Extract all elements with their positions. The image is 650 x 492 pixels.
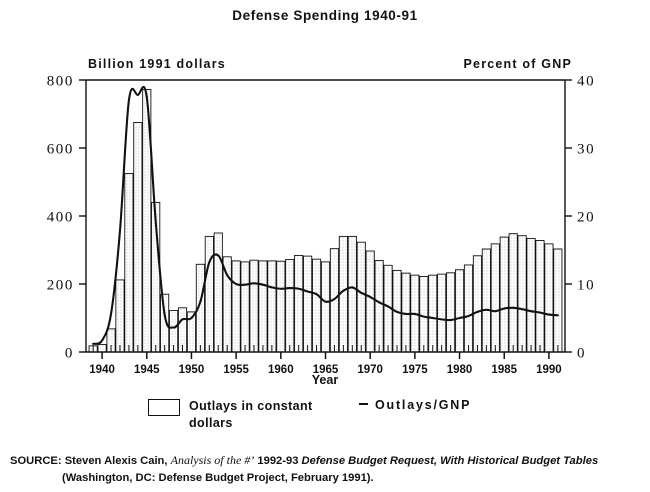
outlays-gnp-line bbox=[92, 85, 559, 345]
chart-plot-area: 0 200 400 600 800 0 10 20 30 40 1940 1945 1950 1955… bbox=[47, 74, 595, 377]
bar-1960 bbox=[276, 260, 286, 353]
bar-1987 bbox=[517, 235, 527, 353]
left-ytick-label-200: 200 bbox=[47, 278, 74, 294]
source-note: SOURCE: Steven Alexis Cain, Analysis of … bbox=[10, 452, 644, 487]
bar-1953 bbox=[213, 232, 223, 353]
bar-1944 bbox=[133, 122, 143, 353]
legend-bar-label: Outlays in constant dollars bbox=[189, 398, 357, 432]
bar-1977 bbox=[428, 274, 438, 353]
bar-1943 bbox=[124, 173, 134, 353]
right-ytick-label-20: 20 bbox=[577, 210, 595, 226]
bar-1968 bbox=[347, 235, 357, 353]
left-ytick-label-800: 800 bbox=[47, 74, 74, 90]
xtick-label-1985: 1985 bbox=[491, 364, 517, 376]
right-ytick-label-40: 40 bbox=[577, 74, 595, 90]
xtick-label-1990: 1990 bbox=[536, 364, 562, 376]
right-ytick-label-30: 30 bbox=[577, 142, 595, 158]
xtick-label-1975: 1975 bbox=[402, 364, 428, 376]
xtick-label-1955: 1955 bbox=[223, 364, 249, 376]
left-ytick-label-0: 0 bbox=[65, 346, 74, 362]
bar-1955 bbox=[231, 260, 241, 353]
bars-group bbox=[88, 89, 563, 353]
xtick-label-1945: 1945 bbox=[134, 364, 160, 376]
xtick-label-1940: 1940 bbox=[89, 364, 115, 376]
left-axis-header: Billion 1991 dollars bbox=[88, 57, 226, 71]
bar-1952 bbox=[204, 235, 214, 353]
bar-1961 bbox=[285, 259, 295, 353]
xtick-label-1965: 1965 bbox=[313, 364, 339, 376]
source-italic: Analysis of the #’ bbox=[170, 453, 255, 467]
bar-1990 bbox=[544, 243, 554, 353]
legend-line-label: Outlays/GNP bbox=[375, 398, 472, 412]
bar-1991 bbox=[553, 248, 563, 353]
bar-1940 bbox=[97, 344, 107, 353]
xtick-label-1960: 1960 bbox=[268, 364, 294, 376]
bar-1988 bbox=[526, 237, 536, 353]
bar-1969 bbox=[356, 241, 366, 353]
xtick-label-1970: 1970 bbox=[357, 364, 383, 376]
right-axis-header: Percent of GNP bbox=[463, 57, 572, 71]
left-ytick-label-400: 400 bbox=[47, 210, 74, 226]
x-tick-labels: 1940 1945 1950 1955 1960 1965 1970 1975 1980 1985… bbox=[89, 364, 561, 376]
bar-1957 bbox=[249, 259, 259, 353]
source-mid: 1992-93 bbox=[254, 455, 302, 467]
left-y-tick-labels: 0 200 400 600 800 bbox=[47, 74, 74, 362]
bar-1982 bbox=[472, 255, 482, 353]
gnp-line-group bbox=[92, 85, 559, 345]
legend-bar-label-line1: Outlays in constant bbox=[189, 399, 313, 413]
bar-1983 bbox=[481, 248, 491, 353]
bar-1965 bbox=[320, 261, 331, 353]
bar-1963 bbox=[303, 255, 313, 353]
bar-1976 bbox=[419, 276, 429, 353]
bar-1956 bbox=[240, 261, 250, 353]
bar-1962 bbox=[294, 254, 304, 353]
bar-1978 bbox=[437, 273, 447, 353]
bar-1985 bbox=[499, 236, 509, 353]
source-title-italic: Defense Budget Request, With Historical … bbox=[301, 455, 599, 467]
bar-1959 bbox=[267, 260, 277, 353]
right-ytick-label-10: 10 bbox=[577, 278, 595, 294]
bar-1958 bbox=[258, 260, 268, 353]
xtick-label-1980: 1980 bbox=[447, 364, 473, 376]
bar-1989 bbox=[535, 240, 545, 353]
bar-1981 bbox=[463, 264, 474, 353]
x-axis-title: Year bbox=[311, 373, 339, 387]
left-ytick-label-600: 600 bbox=[47, 142, 74, 158]
bar-1980 bbox=[454, 269, 465, 353]
page-title: Defense Spending 1940-91 bbox=[232, 8, 418, 23]
source-prefix: SOURCE: Steven Alexis Cain, bbox=[10, 455, 171, 467]
source-line-2: (Washington, DC: Defense Budget Project,… bbox=[62, 472, 374, 484]
bar-1984 bbox=[490, 243, 500, 353]
right-y-tick-labels: 0 10 20 30 40 bbox=[577, 74, 595, 362]
right-ytick-label-0: 0 bbox=[577, 346, 586, 362]
bar-1964 bbox=[312, 258, 322, 353]
xtick-label-1950: 1950 bbox=[179, 364, 205, 376]
legend-bar-swatch bbox=[148, 399, 180, 416]
bar-1971 bbox=[374, 260, 384, 353]
bar-1970 bbox=[365, 250, 375, 353]
legend-bar-label-line2: dollars bbox=[189, 416, 233, 430]
bar-1986 bbox=[508, 233, 518, 353]
chart-legend: Outlays in constant dollars Outlays/GNP bbox=[148, 398, 548, 432]
tick-marks-group bbox=[79, 79, 572, 359]
bar-1942 bbox=[115, 279, 125, 353]
bar-1979 bbox=[446, 272, 456, 353]
